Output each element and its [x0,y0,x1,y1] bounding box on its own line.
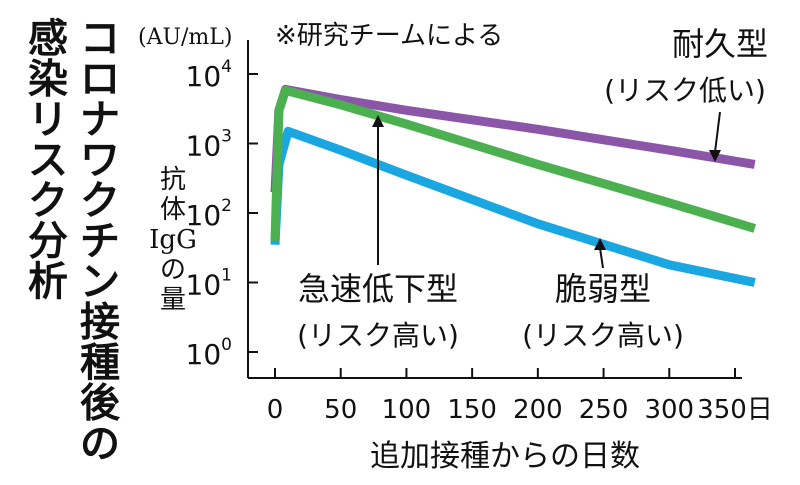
series-line-rapid [270,85,756,241]
x-ticks: 0 50 100 150 200 250 300 350日 [267,368,773,425]
annotation-fragile-label: 脆弱型 [555,270,651,308]
y-axis-label-line: 体 [160,195,186,225]
y-ticks: 100 101 102 103 104 [186,57,258,371]
x-tick-label: 0 [267,395,284,425]
y-axis-label-line: 量 [160,285,186,315]
annotation-fragile-sub: (リスク高い) [522,319,684,352]
annotation-fragile-pointer [599,247,604,269]
y-tick-label: 103 [186,127,232,163]
y-unit-label: (AU/mL) [138,25,232,50]
annotation-durable-label: 耐久型 [672,25,768,63]
x-tick-label: 350日 [697,395,773,425]
annotation-rapid-sub: (リスク高い) [297,319,459,352]
x-tick-label: 100 [382,395,432,425]
x-tick-label: 250 [579,395,629,425]
y-tick-label: 104 [186,57,232,93]
x-tick-label: 300 [644,395,694,425]
y-tick-label: 102 [186,196,232,232]
chart-title-col-1: 感染リスク分析 [28,16,68,305]
annotation-durable-pointer [714,111,721,153]
annotation-fragile-arrowhead [594,238,606,250]
y-axis-label-line: IgG [149,225,197,255]
annotation-rapid-label: 急速低下型 [298,270,458,308]
annotation-durable-arrowhead [709,150,721,162]
series-lines [270,84,756,287]
y-axis-label-line: 抗 [160,165,186,195]
source-note: ※研究チームによる [275,21,503,51]
chart-title-col-2: コロナワクチン接種後の [80,16,121,467]
y-tick-label: 101 [186,266,232,302]
x-tick-label: 50 [324,395,357,425]
y-tick-label: 100 [186,335,232,371]
annotation-rapid-arrowhead [372,115,384,127]
x-tick-label: 200 [513,395,563,425]
x-tick-label: 150 [447,395,497,425]
x-axis-label: 追加接種からの日数 [370,439,640,474]
y-axis-label-line: の [160,255,186,285]
annotation-durable-sub: (リスク低い) [604,74,766,107]
